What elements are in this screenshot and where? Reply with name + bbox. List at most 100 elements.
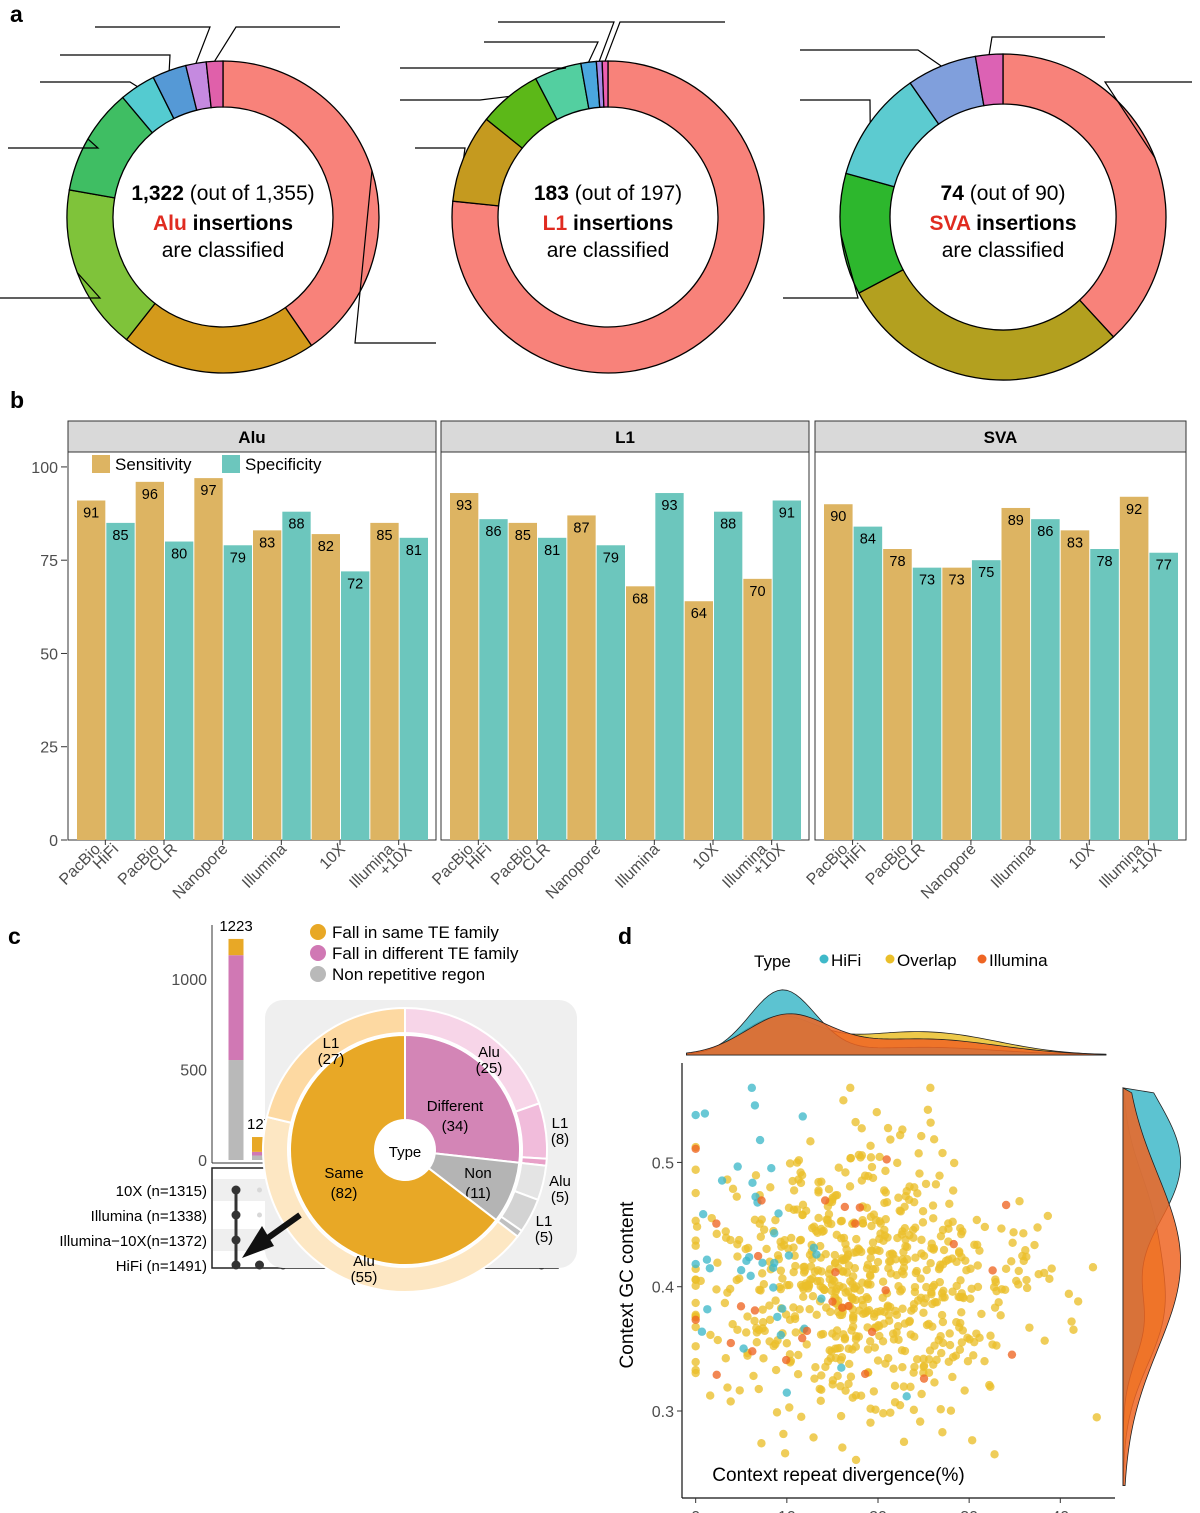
scatter-point-overlap [846,1277,855,1286]
bar-value-label: 81 [544,543,560,559]
scatter-point-illumina [919,1374,929,1383]
scatter-point-overlap [866,1141,875,1151]
donut-slice-sva_e [857,268,1115,381]
scatter-point-overlap [901,1192,910,1201]
scatter-point-hifi [744,1252,754,1262]
scatter-point-overlap [851,1117,860,1127]
x-tick-label: Nanopore [918,841,980,903]
scatter-point-illumina [882,1155,891,1164]
scatter-point-overlap [1012,1276,1021,1286]
scatter-point-overlap [930,1378,939,1387]
bar-sensitivity [1001,507,1031,840]
scatter-point-illumina [691,1315,700,1324]
scatter-point-overlap [723,1383,732,1392]
facet-title: L1 [615,428,635,447]
scatter-point-overlap [772,1408,782,1417]
inset-center-hole [375,1120,435,1180]
scatter-point-illumina [881,1286,890,1295]
scatter-point-overlap [779,1429,788,1439]
scatter-point-overlap [1007,1257,1016,1266]
scatter-point-illumina [838,1303,847,1312]
scatter-point-overlap [939,1286,948,1295]
scatter-point-overlap [838,1283,848,1292]
x-tick-label: Nanopore [170,841,232,903]
leader-line-aluyb9 [60,54,171,71]
y-tick-label: 0.4 [652,1280,674,1297]
scatter-point-hifi [837,1363,846,1372]
bar-sensitivity [883,549,912,840]
scatter-x-title: Context repeat divergence(%) [712,1465,964,1486]
bar-specificity [223,545,252,840]
center-count: 183 [534,182,569,205]
x-tick-label: 20 [869,1509,887,1513]
right-density-illumina [1122,1087,1182,1486]
bar-value-label: 73 [949,573,965,589]
bar-specificity [1149,552,1178,840]
scatter-point-overlap [902,1255,912,1264]
center-total: (out of 90) [964,182,1066,205]
scatter-point-overlap [884,1264,893,1273]
bar-sensitivity [370,522,399,840]
scatter-point-overlap [962,1266,971,1275]
scatter-point-overlap [782,1339,792,1348]
leader-line-aluya5 [354,170,436,344]
bar-sensitivity [684,601,713,840]
center-count: 1,322 [131,182,184,205]
scatter-point-overlap [939,1245,949,1255]
legend-dot [310,924,326,940]
scatter-point-overlap [865,1337,875,1346]
scatter-point-overlap [878,1277,888,1286]
bar-value-label: 87 [573,520,589,536]
scatter-point-illumina [860,1369,870,1379]
scatter-point-overlap [1000,1285,1010,1295]
x-tick-label: 10X [690,841,722,873]
bar-sensitivity [508,522,537,840]
scatter-point-overlap [837,1353,847,1362]
bar-value-label: 85 [376,528,392,544]
scatter-point-hifi [769,1283,778,1292]
scatter-point-overlap [957,1289,966,1298]
x-tick-label: 10X [317,841,349,873]
center-total: (out of 1,355) [184,182,315,205]
scatter-point-overlap [969,1351,978,1360]
scatter-point-overlap [910,1183,919,1192]
scatter-point-overlap [867,1162,877,1172]
scatter-point-hifi [817,1294,826,1303]
scatter-point-overlap [771,1365,781,1375]
scatter-point-illumina [781,1355,791,1365]
scatter-point-hifi [717,1176,727,1185]
scatter-point-overlap [799,1292,808,1302]
scatter-point-overlap [883,1123,893,1133]
donut-center-line3: are classified [942,239,1065,262]
scatter-point-overlap [1033,1223,1042,1232]
donut-slice-aluyb8 [125,302,313,374]
center-insertions: insertions [567,212,673,235]
bar-specificity [165,541,194,840]
scatter-point-overlap [782,1280,792,1290]
scatter-point-overlap [930,1341,939,1350]
scatter-point-overlap [866,1253,875,1263]
bar-specificity [714,511,743,840]
scatter-point-overlap [776,1266,786,1275]
scatter-point-overlap [713,1335,722,1345]
scatter-point-overlap [759,1354,768,1363]
y-tick-label: 75 [40,553,58,570]
matrix-dot-inactive [257,1212,262,1218]
leader-line-l1pa4 [484,41,599,63]
scatter-point-hifi [698,1210,708,1219]
scatter-point-overlap [967,1436,977,1445]
scatter-point-overlap [906,1382,915,1392]
scatter-point-overlap [990,1450,999,1459]
leader-line-aluyc [214,26,340,62]
scatter-point-overlap [884,1257,894,1266]
scatter-point-overlap [892,1310,902,1319]
bar-specificity [282,511,311,840]
legend-label: Fall in same TE family [332,923,499,942]
scatter-point-overlap [844,1344,853,1353]
intersection-bar-segment [252,1151,267,1156]
legend-dot [310,945,326,961]
scatter-point-overlap [868,1238,878,1247]
scatter-point-overlap [938,1317,948,1327]
scatter-point-overlap [900,1346,910,1356]
bar-value-label: 70 [749,584,765,600]
